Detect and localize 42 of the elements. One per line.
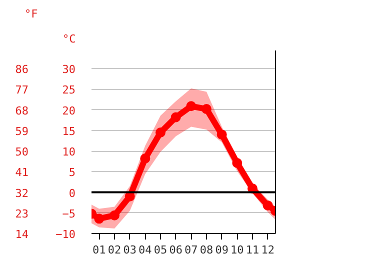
point — [140, 153, 150, 164]
y-tick-label: 25 — [62, 84, 76, 97]
point — [170, 112, 181, 122]
y2-tick-label: 50 — [15, 146, 29, 159]
x-tick-label: 07 — [184, 244, 198, 256]
point — [186, 101, 196, 112]
x-tick-label: 10 — [230, 244, 244, 256]
x-tick-label: 01 — [92, 244, 106, 256]
y-tick-label: 20 — [62, 104, 76, 118]
y2-tick-label: 68 — [15, 104, 29, 118]
y-tick-label: 15 — [62, 124, 76, 138]
y-tick-label: 10 — [62, 146, 76, 159]
y2-axis-title: °F — [24, 8, 38, 20]
y-tick-label: 0 — [68, 186, 76, 200]
x-tick-label: 06 — [169, 244, 182, 256]
x-tick-label: 05 — [154, 244, 168, 256]
point — [232, 158, 242, 168]
x-tick-label: 12 — [261, 244, 274, 256]
y2-tick-label: 14 — [15, 228, 29, 241]
x-tick-label: 03 — [123, 244, 136, 256]
y2-tick-label: 59 — [15, 124, 29, 138]
y-tick-label: 30 — [62, 63, 76, 76]
point — [110, 210, 120, 220]
y2-tick-label: 41 — [15, 166, 29, 180]
x-tick-label: 09 — [215, 244, 228, 256]
y2-tick-label: 86 — [15, 63, 29, 76]
y-tick-label: −5 — [62, 207, 76, 220]
y2-tick-label: 77 — [15, 84, 29, 97]
y-tick-label: −10 — [56, 228, 76, 241]
x-tick-label: 02 — [108, 244, 122, 256]
point — [94, 214, 104, 224]
x-tick-label: 04 — [138, 244, 152, 256]
x-tick-label: 08 — [200, 244, 214, 256]
point — [156, 128, 166, 138]
point — [202, 104, 212, 114]
y2-tick-label: 23 — [15, 207, 29, 220]
y2-tick-label: 32 — [15, 186, 29, 200]
point — [262, 200, 273, 210]
x-tick-label: 11 — [246, 244, 260, 256]
y-axis-title: °C — [62, 32, 76, 46]
point — [216, 130, 227, 140]
y-tick-label: 5 — [68, 166, 76, 180]
